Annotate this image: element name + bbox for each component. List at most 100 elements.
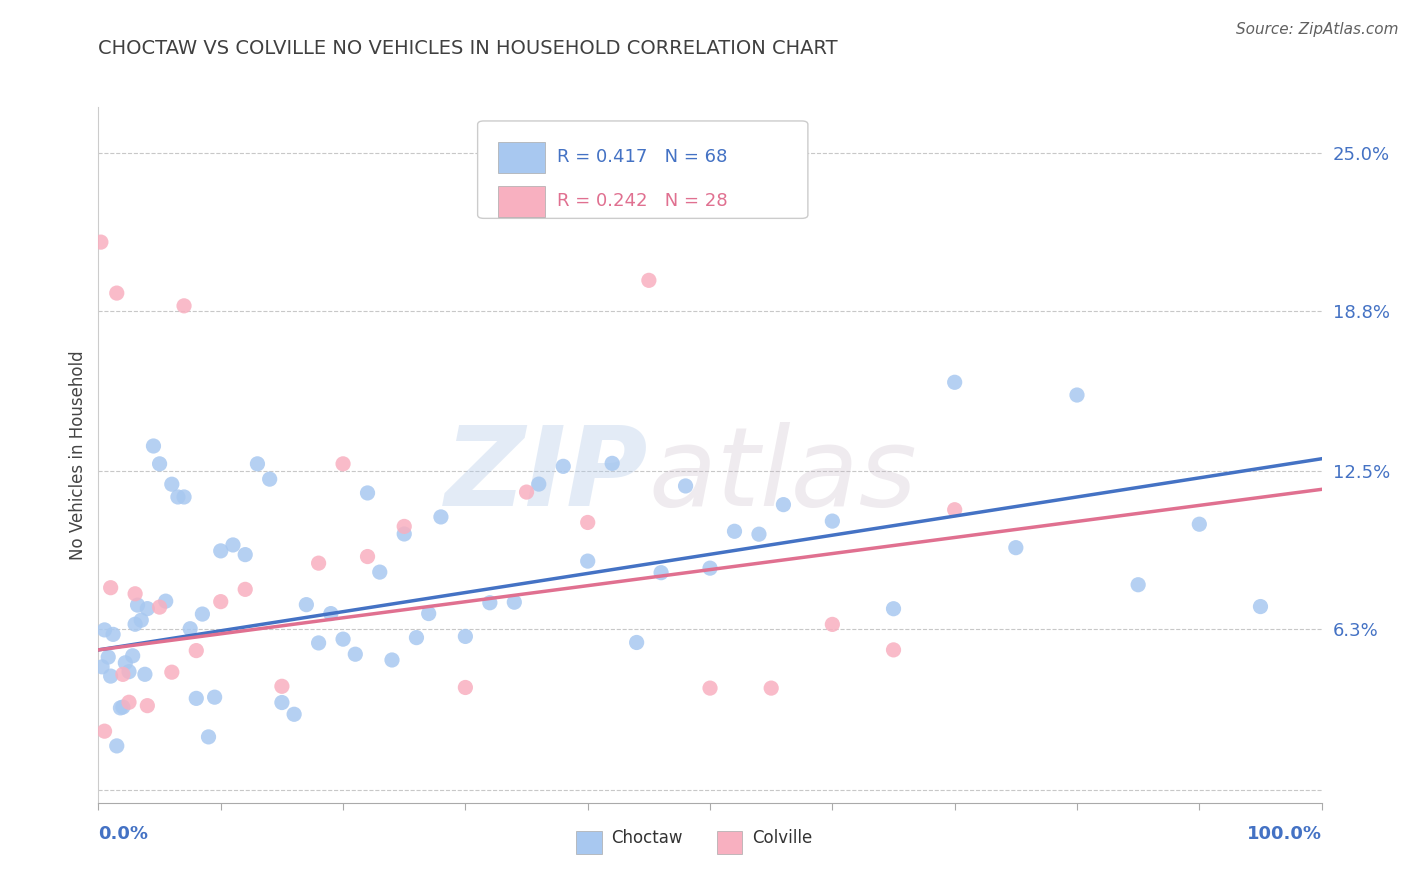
Point (576, 516, 599, 530)
Point (332, 457, 354, 471)
Point (650, 566, 672, 580)
Point (478, 596, 501, 610)
Point (381, 653, 404, 667)
Point (149, 457, 172, 471)
Point (1188, 517, 1211, 532)
Point (167, 490, 190, 504)
Text: 0.0%: 0.0% (98, 825, 149, 843)
Point (270, 696, 294, 710)
Point (105, 739, 128, 753)
Point (160, 665, 183, 680)
Point (155, 594, 177, 608)
Point (761, 681, 783, 695)
Point (118, 665, 141, 679)
Point (295, 598, 318, 612)
Point (124, 587, 146, 601)
Point (114, 656, 136, 670)
Point (136, 698, 159, 713)
Point (121, 648, 143, 663)
Point (129, 613, 152, 627)
Point (191, 607, 214, 621)
Point (308, 556, 330, 570)
Point (160, 477, 183, 491)
Point (319, 607, 342, 621)
Point (118, 695, 141, 709)
Point (332, 632, 354, 647)
Point (883, 643, 905, 657)
Point (222, 538, 245, 552)
Point (418, 607, 440, 621)
Point (233, 548, 256, 562)
Point (821, 514, 844, 528)
Text: atlas: atlas (648, 422, 918, 529)
Point (576, 554, 599, 568)
Point (308, 636, 330, 650)
Point (233, 582, 256, 597)
Point (173, 299, 195, 313)
Point (111, 700, 134, 714)
Point (1128, 578, 1150, 592)
Point (699, 561, 721, 575)
Point (883, 601, 905, 615)
Point (105, 286, 128, 301)
Point (93, 623, 115, 637)
Point (368, 565, 391, 579)
Point (600, 456, 623, 470)
Point (1004, 541, 1026, 555)
Point (91, 660, 114, 674)
Point (723, 524, 745, 539)
Point (527, 477, 550, 491)
Point (209, 594, 232, 608)
Point (246, 457, 269, 471)
Point (430, 510, 453, 524)
Point (149, 600, 172, 615)
Point (821, 617, 844, 632)
Point (127, 598, 149, 612)
Point (356, 549, 378, 564)
Point (142, 439, 165, 453)
FancyBboxPatch shape (478, 121, 808, 219)
Point (454, 629, 477, 643)
Point (179, 622, 201, 636)
Point (204, 690, 226, 705)
Point (503, 595, 526, 609)
Point (626, 635, 648, 649)
Point (356, 486, 378, 500)
FancyBboxPatch shape (498, 186, 546, 217)
Point (675, 479, 697, 493)
Text: ZIP: ZIP (446, 422, 648, 529)
Text: CHOCTAW VS COLVILLE NO VEHICLES IN HOUSEHOLD CORRELATION CHART: CHOCTAW VS COLVILLE NO VEHICLES IN HOUSE… (98, 39, 838, 58)
Point (516, 485, 538, 500)
Point (209, 544, 232, 558)
Point (943, 502, 966, 516)
Point (392, 519, 416, 533)
Text: Source: ZipAtlas.com: Source: ZipAtlas.com (1236, 22, 1399, 37)
Point (101, 627, 124, 641)
Point (90, 235, 112, 249)
Point (748, 527, 770, 541)
Point (124, 617, 146, 632)
Point (110, 701, 132, 715)
Point (392, 527, 416, 541)
Text: R = 0.417   N = 68: R = 0.417 N = 68 (557, 148, 727, 167)
Point (100, 581, 122, 595)
Point (943, 376, 966, 390)
Y-axis label: No Vehicles in Household: No Vehicles in Household (69, 350, 87, 560)
Point (136, 601, 159, 615)
Point (405, 631, 427, 645)
FancyBboxPatch shape (498, 142, 546, 173)
Point (186, 643, 208, 657)
Point (553, 459, 575, 474)
Point (111, 667, 134, 681)
Text: Colville: Colville (752, 830, 813, 847)
Point (454, 681, 477, 695)
Point (699, 681, 721, 695)
Point (772, 498, 794, 512)
Point (93, 724, 115, 739)
Point (186, 691, 208, 706)
Point (97, 650, 120, 665)
Point (197, 730, 219, 744)
Point (637, 273, 661, 287)
Point (173, 490, 195, 504)
Point (100, 669, 122, 683)
